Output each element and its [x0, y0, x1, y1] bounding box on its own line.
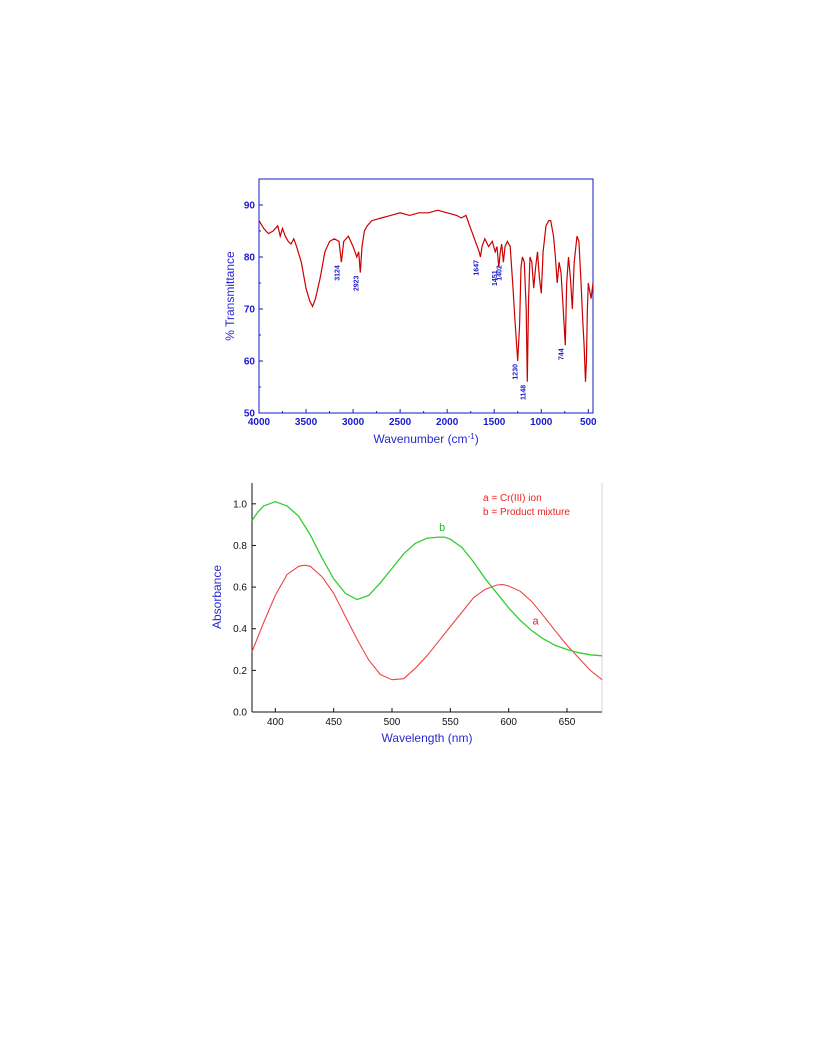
ir-spectrum-chart: 4000 3500 3000 2500 2000 1500 1000 500 50 60 70 80…: [223, 178, 597, 446]
ir-x-axis: 4000 3500 3000 2500 2000 1500 1000 500: [248, 409, 597, 428]
uv-series-labels: ab: [439, 522, 539, 628]
ir-peak-label: 2923: [353, 275, 360, 291]
ir-transmittance-line: [258, 209, 594, 382]
uv-series-label-b: b: [439, 522, 445, 534]
uv-y-tick-label: 0.0: [233, 708, 247, 719]
ir-x-tick-label: 2500: [389, 417, 412, 428]
ir-y-tick-label: 50: [244, 409, 256, 420]
uv-x-axis: 400 450 500 550 600 650: [267, 708, 576, 728]
series-b-line: [251, 501, 603, 657]
uv-x-tick-label: 450: [325, 717, 342, 728]
ir-peak-label: 1647: [473, 260, 480, 276]
ir-x-tick-label: 4000: [248, 417, 271, 428]
ir-peak-label: 1148: [520, 385, 527, 400]
ir-x-tick-label: 2000: [436, 417, 459, 428]
ir-x-axis-title: Wavenumber (cm-1): [373, 432, 478, 446]
ir-peak-label: 3124: [334, 265, 341, 281]
uv-x-tick-label: 400: [267, 717, 284, 728]
ir-y-tick-label: 80: [244, 253, 256, 264]
ir-y-tick-label: 60: [244, 357, 256, 368]
ir-x-tick-label: 500: [580, 417, 597, 428]
uv-x-tick-label: 600: [500, 717, 517, 728]
ir-x-tick-label: 3000: [342, 417, 365, 428]
uv-y-tick-label: 0.6: [233, 583, 247, 594]
ir-y-tick-label: 70: [244, 305, 256, 316]
uv-y-tick-label: 0.2: [233, 666, 247, 677]
ir-x-tick-label: 1000: [530, 417, 553, 428]
ir-y-axis: 50 60 70 80 90: [244, 201, 263, 420]
ir-x-tick-label: 1500: [483, 417, 506, 428]
uv-x-tick-label: 650: [559, 717, 576, 728]
series-a-line: [251, 564, 603, 681]
ir-peak-label: 1402: [496, 265, 503, 281]
uv-y-tick-label: 0.8: [233, 541, 247, 552]
uv-y-tick-label: 0.4: [233, 624, 247, 635]
uv-y-axis: 0.0 0.2 0.4 0.6 0.8 1.0: [233, 499, 256, 719]
legend-entry-b: b = Product mixture: [483, 507, 570, 518]
ir-peak-label: 1230: [513, 364, 520, 380]
ir-x-tick-label: 3500: [295, 417, 318, 428]
uv-x-axis-title: Wavelength (nm): [382, 731, 473, 745]
uv-x-tick-label: 550: [442, 717, 459, 728]
legend-entry-a: a = Cr(III) ion: [483, 493, 542, 504]
uv-x-tick-label: 500: [384, 717, 401, 728]
ir-peak-label: 1451: [492, 270, 499, 286]
uv-vis-absorbance-chart: 400 450 500 550 600 650 0.00.20.40.60.81.0 ab…: [210, 483, 603, 745]
ir-y-axis-title: % Transmittance: [223, 251, 237, 341]
ir-peak-label: 744: [558, 348, 565, 360]
uv-series-label-a: a: [532, 616, 539, 628]
ir-plot-frame: [258, 178, 594, 414]
ir-y-tick-label: 90: [244, 201, 256, 212]
uv-y-axis-title: Absorbance: [210, 565, 224, 629]
uv-y-tick-label: 1.0: [233, 499, 247, 510]
